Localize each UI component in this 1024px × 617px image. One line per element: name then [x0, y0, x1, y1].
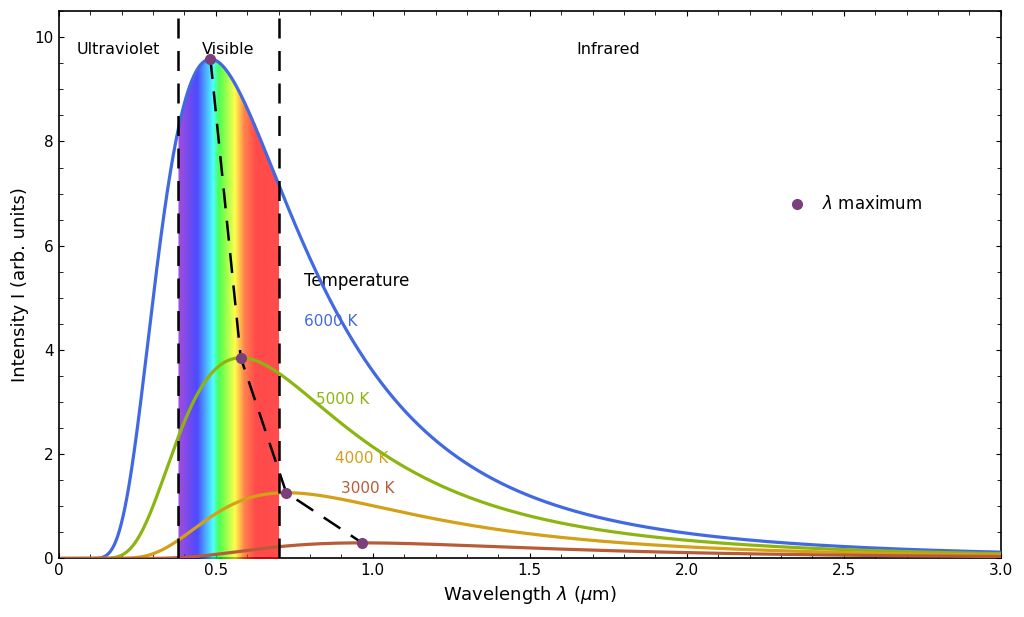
Text: 3000 K: 3000 K [341, 481, 395, 495]
X-axis label: Wavelength $\lambda$ ($\mu$m): Wavelength $\lambda$ ($\mu$m) [443, 584, 616, 606]
Text: $\lambda$ maximum: $\lambda$ maximum [822, 195, 922, 213]
Text: 4000 K: 4000 K [335, 451, 388, 466]
Text: Visible: Visible [202, 43, 255, 57]
Text: 5000 K: 5000 K [316, 392, 370, 407]
Text: Temperature: Temperature [304, 271, 409, 290]
Y-axis label: Intensity I (arb. units): Intensity I (arb. units) [11, 188, 29, 382]
Text: Infrared: Infrared [577, 43, 641, 57]
Text: Ultraviolet: Ultraviolet [77, 43, 160, 57]
Text: 6000 K: 6000 K [304, 314, 357, 329]
